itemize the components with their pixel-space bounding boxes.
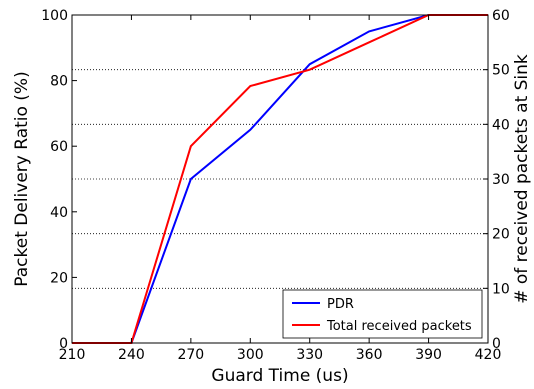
y-right-tick-label-40: 40 (492, 117, 510, 133)
legend: PDR Total received packets (282, 289, 483, 339)
y-left-tick-label-20: 20 (50, 270, 68, 286)
y-right-tick-label-10: 10 (492, 281, 510, 297)
y-right-tick-label-30: 30 (492, 172, 510, 188)
x-axis-label: Guard Time (us) (211, 366, 348, 386)
legend-label-total-received-packets: Total received packets (326, 319, 472, 334)
x-tick-label-420: 420 (475, 347, 502, 363)
series-line-pdr (72, 14, 488, 344)
y-right-tick-label-0: 0 (492, 336, 501, 352)
y-axis-label-right: # of received packets at Sink (512, 54, 532, 304)
legend-box (282, 289, 483, 339)
series-lines (72, 14, 488, 344)
grid-lines (72, 69, 488, 289)
y-axis-label-left: Packet Delivery Ratio (%) (12, 71, 32, 286)
x-tick-label-300: 300 (237, 347, 264, 363)
tick-labels: 210 240 270 300 330 360 390 4200204060801000102… (41, 8, 510, 363)
x-tick-label-210: 210 (59, 347, 86, 363)
y-right-tick-label-60: 60 (492, 8, 510, 24)
x-tick-label-330: 330 (296, 347, 323, 363)
y-left-tick-label-60: 60 (50, 139, 68, 155)
y-left-tick-label-40: 40 (50, 205, 68, 221)
y-left-tick-label-0: 0 (59, 336, 68, 352)
x-tick-label-270: 270 (177, 347, 204, 363)
y-left-tick-label-80: 80 (50, 74, 68, 90)
y-right-tick-label-50: 50 (492, 63, 510, 79)
legend-label-pdr: PDR (327, 297, 354, 312)
x-tick-label-240: 240 (118, 347, 145, 363)
y-right-tick-label-20: 20 (492, 227, 510, 243)
x-tick-label-360: 360 (356, 347, 383, 363)
y-left-tick-label-100: 100 (41, 8, 68, 24)
series-line-total-received-packets (72, 14, 488, 344)
x-tick-label-390: 390 (415, 347, 442, 363)
axis-ticks (71, 14, 489, 344)
